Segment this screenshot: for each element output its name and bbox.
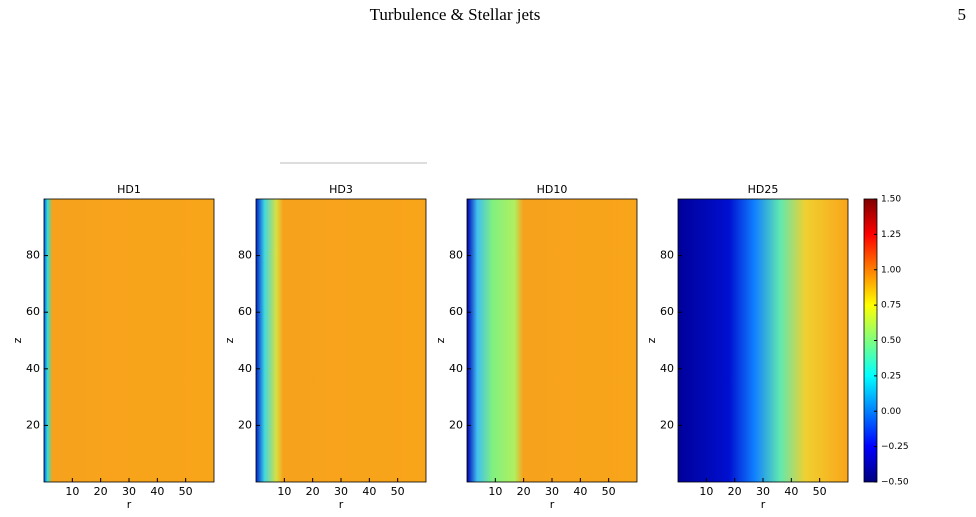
simulation-image <box>467 199 637 482</box>
x-tick-label: 40 <box>573 485 587 498</box>
x-axis-label: r <box>339 498 344 511</box>
y-axis-label: z <box>223 337 236 343</box>
y-tick-label: 40 <box>449 362 463 375</box>
x-tick-label: 50 <box>179 485 193 498</box>
simulation-image <box>678 199 848 482</box>
x-tick-label: 50 <box>391 485 405 498</box>
colorbar-tick-label: −0.25 <box>881 442 909 452</box>
y-tick-label: 40 <box>660 362 674 375</box>
colorbar-tick-label: −0.50 <box>881 478 909 488</box>
x-tick-label: 10 <box>488 485 502 498</box>
x-tick-label: 30 <box>756 485 770 498</box>
y-tick-label: 60 <box>238 305 252 318</box>
x-tick-label: 40 <box>784 485 798 498</box>
y-tick-label: 80 <box>238 249 252 262</box>
y-tick-label: 20 <box>238 418 252 431</box>
y-tick-label: 60 <box>449 305 463 318</box>
panel-title: HD10 <box>537 183 568 196</box>
colorbar-tick-label: 0.00 <box>881 407 901 417</box>
y-axis-label: z <box>434 337 447 343</box>
page-number: 5 <box>958 5 967 24</box>
x-tick-label: 30 <box>334 485 348 498</box>
x-tick-label: 50 <box>602 485 616 498</box>
colorbar-tick-label: 0.50 <box>881 336 901 346</box>
y-tick-label: 60 <box>26 305 40 318</box>
x-tick-label: 50 <box>813 485 827 498</box>
x-tick-label: 10 <box>699 485 713 498</box>
x-axis-label: r <box>127 498 132 511</box>
x-tick-label: 10 <box>65 485 79 498</box>
x-axis-label: r <box>761 498 766 511</box>
y-tick-label: 20 <box>660 418 674 431</box>
y-axis-label: z <box>11 337 24 343</box>
running-title: Turbulence & Stellar jets <box>370 5 541 24</box>
panel-title: HD1 <box>117 183 141 196</box>
simulation-image <box>256 199 426 482</box>
x-tick-label: 30 <box>545 485 559 498</box>
y-tick-label: 40 <box>238 362 252 375</box>
x-tick-label: 20 <box>517 485 531 498</box>
colorbar-tick-label: 1.25 <box>881 230 901 240</box>
y-tick-label: 60 <box>660 305 674 318</box>
panel-title: HD25 <box>748 183 779 196</box>
x-axis-label: r <box>550 498 555 511</box>
x-tick-label: 40 <box>362 485 376 498</box>
colorbar-tick-label: 0.75 <box>881 301 901 311</box>
x-tick-label: 10 <box>277 485 291 498</box>
x-tick-label: 20 <box>728 485 742 498</box>
y-tick-label: 80 <box>449 249 463 262</box>
x-tick-label: 20 <box>306 485 320 498</box>
x-tick-label: 40 <box>150 485 164 498</box>
colorbar-tick-label: 0.25 <box>881 371 901 381</box>
x-tick-label: 20 <box>94 485 108 498</box>
colorbar-tick-label: 1.50 <box>881 195 901 205</box>
y-tick-label: 20 <box>26 418 40 431</box>
y-tick-label: 80 <box>660 249 674 262</box>
colorbar-tick-label: 1.00 <box>881 265 901 275</box>
panel-title: HD3 <box>329 183 353 196</box>
y-tick-label: 80 <box>26 249 40 262</box>
y-axis-label: z <box>645 337 658 343</box>
simulation-image <box>44 199 214 482</box>
x-tick-label: 30 <box>122 485 136 498</box>
y-tick-label: 20 <box>449 418 463 431</box>
y-tick-label: 40 <box>26 362 40 375</box>
